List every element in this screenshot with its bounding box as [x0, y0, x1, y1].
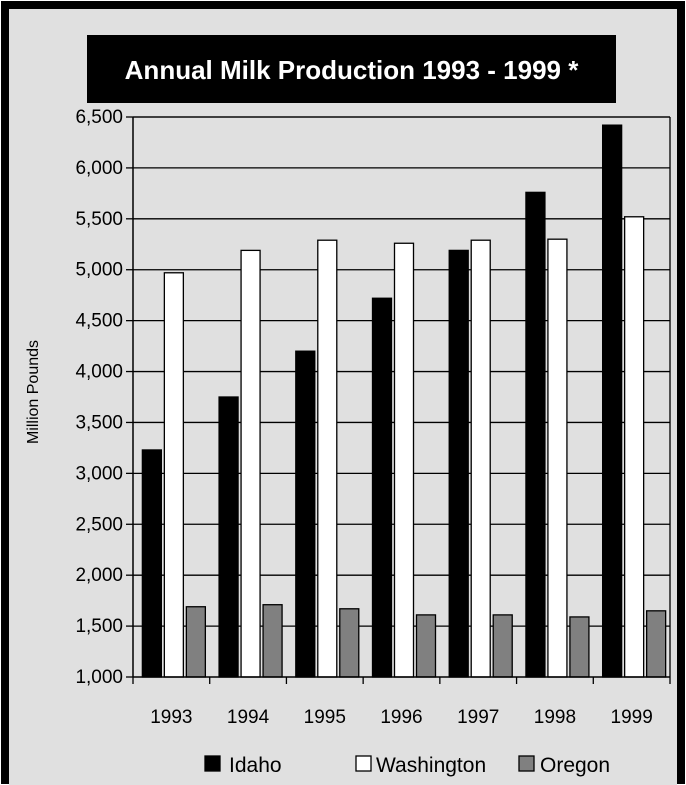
bar-oregon-1998 — [569, 616, 590, 678]
title-box: Annual Milk Production 1993 - 1999 * — [87, 35, 616, 103]
bar-idaho-1995 — [295, 350, 316, 678]
x-tick-label: 1994 — [227, 707, 270, 728]
legend: Idaho Washington Oregon — [204, 754, 610, 777]
bar-idaho-1996 — [371, 297, 393, 678]
bar-idaho-1994 — [218, 396, 239, 678]
y-tick-label: 5,000 — [75, 260, 123, 281]
legend-label-idaho: Idaho — [229, 754, 282, 777]
y-tick-label: 2,500 — [75, 514, 123, 535]
chart-title: Annual Milk Production 1993 - 1999 * — [125, 55, 580, 85]
bar-washington-1996 — [393, 242, 415, 678]
legend-swatch-oregon — [518, 755, 535, 772]
bar-washington-1995 — [317, 239, 338, 678]
x-tick-label: 1998 — [534, 707, 576, 728]
x-tick-label: 1996 — [380, 707, 422, 728]
title-background — [87, 35, 616, 103]
y-axis-label: Million Pounds — [25, 340, 42, 444]
bar-washington-1999 — [623, 216, 645, 678]
bar-washington-1997 — [470, 239, 491, 678]
y-tick-label: 1,500 — [75, 616, 123, 637]
bar-washington-1998 — [547, 238, 568, 678]
bar-washington-1994 — [240, 249, 261, 678]
bar-oregon-1997 — [492, 614, 513, 678]
y-tick-label: 4,500 — [75, 311, 123, 332]
legend-label-washington: Washington — [376, 754, 486, 777]
y-tick-label: 4,000 — [75, 362, 123, 383]
plot-area: 1,000 1,500 2,000 2,500 3,000 3,500 4,000 4,500… — [75, 107, 671, 728]
bar-idaho-1997 — [448, 249, 469, 678]
bar-idaho-1993 — [141, 449, 163, 678]
legend-swatch-washington — [355, 755, 372, 772]
y-tick-label: 1,000 — [75, 667, 123, 688]
y-tick-label: 5,500 — [75, 209, 123, 230]
y-tick-label: 6,500 — [75, 107, 123, 128]
bar-oregon-1993 — [185, 606, 207, 678]
x-tick-label: 1995 — [304, 707, 346, 728]
legend-swatch-idaho — [204, 755, 221, 772]
y-tick-label: 6,000 — [75, 158, 123, 179]
y-tick-label: 3,500 — [75, 412, 123, 433]
bar-idaho-1998 — [525, 191, 546, 678]
x-tick-label: 1993 — [150, 707, 192, 728]
bar-oregon-1994 — [262, 604, 283, 678]
y-tick-label: 3,000 — [75, 463, 123, 484]
bar-oregon-1995 — [339, 608, 360, 678]
x-tick-label: 1999 — [611, 707, 653, 728]
bar-oregon-1996 — [415, 614, 437, 678]
bar-oregon-1999 — [645, 610, 667, 678]
bar-idaho-1999 — [601, 124, 623, 678]
x-tick-label: 1997 — [457, 707, 499, 728]
legend-label-oregon: Oregon — [540, 754, 610, 777]
bar-washington-1993 — [163, 272, 185, 678]
y-tick-label: 2,000 — [75, 565, 123, 586]
